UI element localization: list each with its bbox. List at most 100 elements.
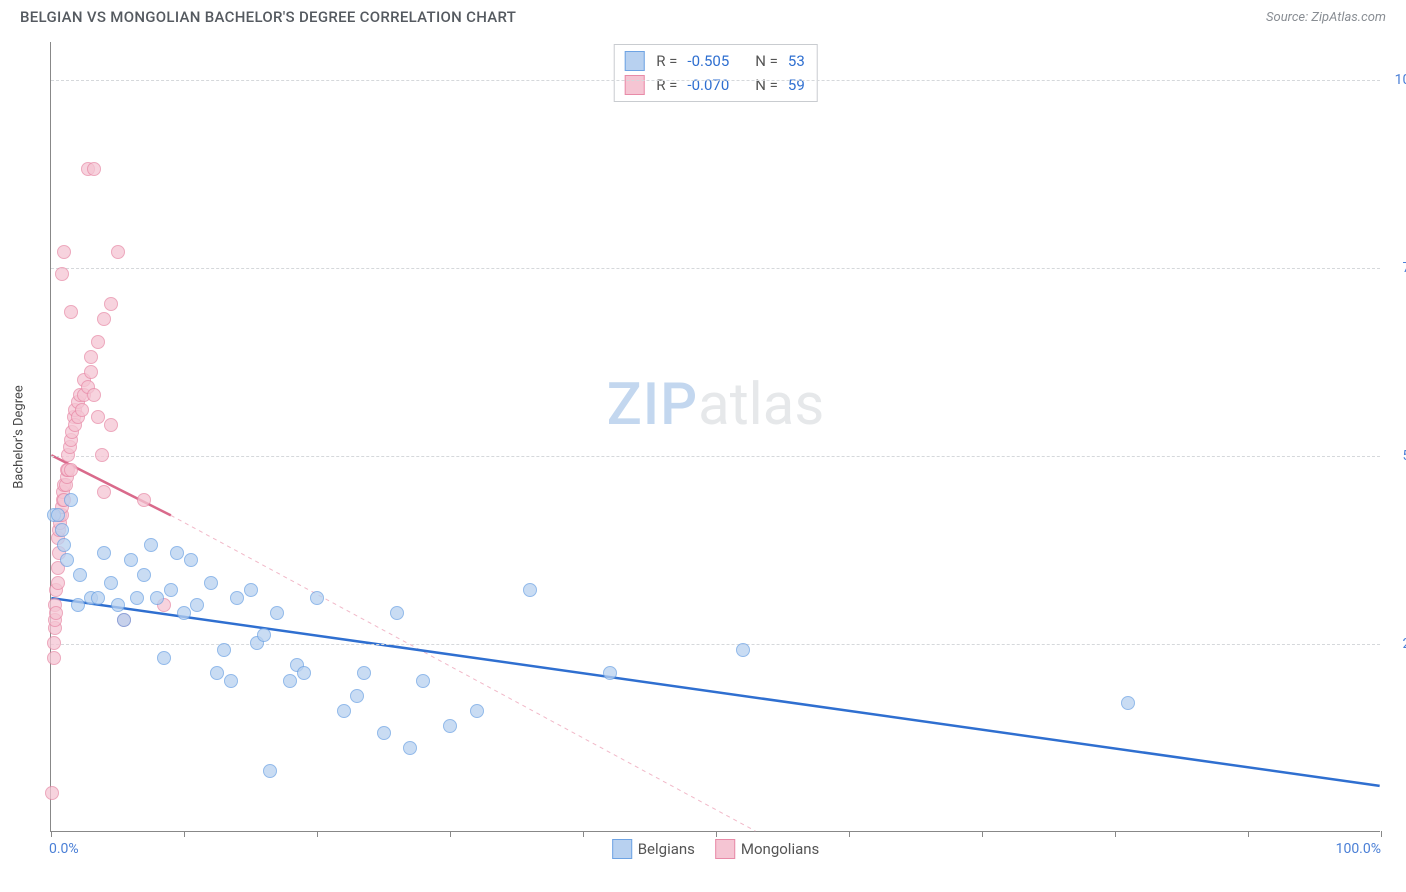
data-point	[49, 606, 63, 620]
watermark-atlas: atlas	[698, 371, 824, 439]
x-tick-label: 0.0%	[49, 841, 79, 857]
y-axis-title: Bachelor's Degree	[12, 385, 27, 489]
data-point	[91, 591, 105, 605]
data-point	[73, 568, 87, 582]
data-point	[111, 598, 125, 612]
data-point	[104, 418, 118, 432]
data-point	[603, 666, 617, 680]
data-point	[55, 267, 69, 281]
data-point	[64, 463, 78, 477]
y-tick-label: 25.0%	[1385, 636, 1406, 652]
data-point	[87, 388, 101, 402]
legend-label: Mongolians	[741, 840, 819, 858]
data-point	[270, 606, 284, 620]
x-tick	[1248, 831, 1249, 837]
x-tick	[849, 831, 850, 837]
data-point	[51, 576, 65, 590]
x-tick	[583, 831, 584, 837]
data-point	[337, 704, 351, 718]
y-tick-label: 75.0%	[1385, 260, 1406, 276]
data-point	[57, 538, 71, 552]
x-tick	[184, 831, 185, 837]
x-tick	[716, 831, 717, 837]
data-point	[230, 591, 244, 605]
data-point	[736, 643, 750, 657]
data-point	[97, 312, 111, 326]
x-tick-label: 100.0%	[1336, 841, 1381, 857]
plot-area: Bachelor's Degree ZIPatlas R =-0.505N =5…	[50, 42, 1380, 832]
gridline	[51, 80, 1380, 81]
data-point	[224, 674, 238, 688]
data-point	[257, 628, 271, 642]
data-point	[84, 350, 98, 364]
data-point	[71, 598, 85, 612]
data-point	[104, 576, 118, 590]
data-point	[523, 583, 537, 597]
data-point	[137, 568, 151, 582]
watermark: ZIPatlas	[607, 371, 825, 439]
legend-swatch	[715, 839, 735, 859]
chart-title: BELGIAN VS MONGOLIAN BACHELOR'S DEGREE C…	[20, 8, 516, 26]
data-point	[117, 613, 131, 627]
legend-stats-row: R = -0.505 N = 53	[624, 49, 807, 73]
gridline	[51, 268, 1380, 269]
y-tick-label: 100.0%	[1385, 72, 1406, 88]
trend-lines-layer	[51, 42, 1380, 831]
data-point	[164, 583, 178, 597]
data-point	[283, 674, 297, 688]
legend-stats-row: R =-0.070N =59	[624, 73, 807, 97]
data-point	[297, 666, 311, 680]
data-point	[87, 162, 101, 176]
r-label: R =	[656, 52, 677, 70]
data-point	[157, 651, 171, 665]
data-point	[64, 305, 78, 319]
x-tick	[1381, 831, 1382, 837]
watermark-zip: ZIP	[607, 371, 698, 439]
chart-container: BELGIAN VS MONGOLIAN BACHELOR'S DEGREE C…	[0, 0, 1406, 892]
data-point	[64, 493, 78, 507]
n-value: 53	[788, 52, 805, 70]
data-point	[217, 643, 231, 657]
data-point	[1121, 696, 1135, 710]
data-point	[184, 553, 198, 567]
header: BELGIAN VS MONGOLIAN BACHELOR'S DEGREE C…	[0, 0, 1406, 30]
data-point	[57, 245, 71, 259]
data-point	[75, 403, 89, 417]
data-point	[84, 365, 98, 379]
x-tick	[317, 831, 318, 837]
x-tick	[51, 831, 52, 837]
trend-line	[171, 515, 755, 831]
data-point	[244, 583, 258, 597]
data-point	[47, 651, 61, 665]
data-point	[124, 553, 138, 567]
data-point	[104, 297, 118, 311]
legend-swatch	[624, 51, 644, 71]
data-point	[137, 493, 151, 507]
data-point	[263, 764, 277, 778]
data-point	[144, 538, 158, 552]
y-tick-label: 50.0%	[1385, 448, 1406, 464]
data-point	[350, 689, 364, 703]
data-point	[51, 508, 65, 522]
source-attribution: Source: ZipAtlas.com	[1266, 10, 1386, 25]
legend-swatch	[612, 839, 632, 859]
data-point	[416, 674, 430, 688]
legend-swatch	[624, 75, 644, 95]
data-point	[91, 335, 105, 349]
legend-label: Belgians	[638, 840, 695, 858]
r-value: -0.505	[687, 52, 729, 70]
data-point	[91, 410, 105, 424]
x-tick	[982, 831, 983, 837]
data-point	[130, 591, 144, 605]
data-point	[377, 726, 391, 740]
data-point	[97, 546, 111, 560]
legend-series: Belgians Mongolians	[612, 839, 820, 859]
data-point	[470, 704, 484, 718]
data-point	[60, 553, 74, 567]
legend-item: Belgians	[612, 839, 695, 859]
trend-line	[51, 598, 1379, 786]
n-label: N =	[755, 52, 778, 70]
data-point	[170, 546, 184, 560]
x-tick	[1115, 831, 1116, 837]
data-point	[45, 786, 59, 800]
